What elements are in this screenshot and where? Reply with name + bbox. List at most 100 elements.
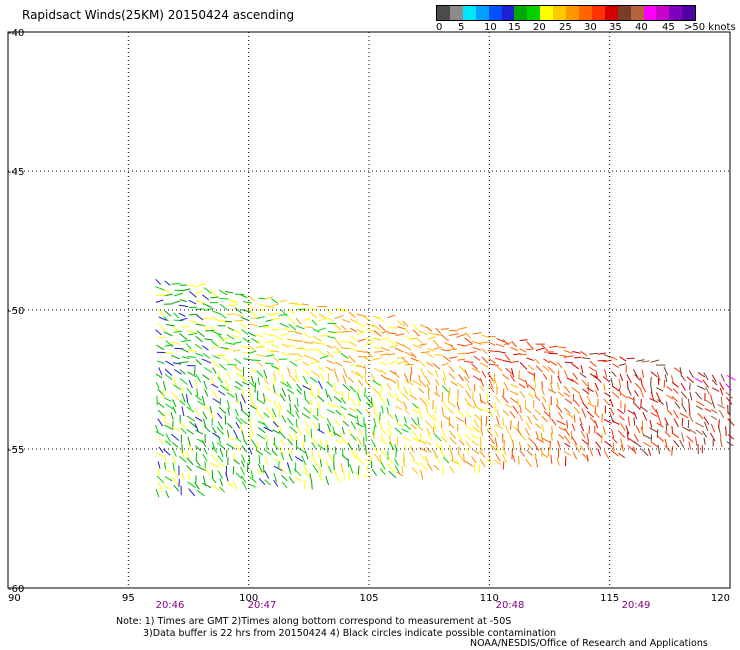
- wind-barb: [410, 417, 418, 426]
- wind-barb: [194, 445, 201, 452]
- wind-barb: [289, 360, 298, 367]
- wind-barb: [380, 433, 384, 441]
- wind-barb: [397, 360, 406, 365]
- wind-barb: [455, 333, 466, 338]
- legend-tick-label: 0: [436, 22, 443, 33]
- wind-barb: [189, 291, 197, 298]
- wind-barb: [364, 423, 367, 432]
- wind-barb: [495, 416, 500, 426]
- wind-barb: [202, 303, 212, 308]
- wind-barb: [294, 331, 303, 335]
- wind-barb: [726, 375, 736, 381]
- wind-barb: [502, 417, 505, 426]
- wind-barb: [164, 288, 171, 294]
- wind-barb: [356, 313, 366, 317]
- wind-barb: [220, 384, 229, 392]
- wind-barb: [388, 434, 392, 445]
- longitude-label: 95: [122, 593, 135, 604]
- wind-barb: [217, 376, 223, 384]
- wind-barb: [303, 479, 306, 490]
- wind-barb: [548, 411, 551, 420]
- wind-barb: [271, 365, 280, 370]
- wind-barb: [709, 432, 716, 442]
- wind-barb: [319, 438, 323, 446]
- wind-barb: [427, 336, 437, 340]
- wind-barb: [355, 449, 358, 459]
- wind-barb: [586, 454, 589, 462]
- wind-barb: [509, 374, 516, 382]
- wind-barb: [388, 392, 395, 400]
- wind-barb: [165, 360, 175, 367]
- wind-barb: [412, 408, 419, 414]
- wind-barb: [217, 435, 222, 444]
- wind-barb: [380, 346, 390, 352]
- wind-barb: [574, 443, 580, 453]
- wind-barb: [226, 422, 233, 429]
- wind-barb: [311, 319, 318, 326]
- wind-barb: [286, 409, 295, 418]
- wind-barb: [504, 425, 510, 435]
- wind-barb: [719, 387, 724, 396]
- wind-barb: [426, 353, 434, 358]
- wind-barb: [288, 467, 292, 475]
- wind-barb: [432, 339, 440, 348]
- wind-barb: [332, 426, 336, 436]
- wind-barb: [155, 329, 162, 336]
- wind-barb: [274, 335, 284, 341]
- wind-barb: [173, 485, 180, 492]
- wind-barb: [704, 408, 712, 413]
- wind-barb: [611, 385, 620, 392]
- wind-barb: [642, 442, 652, 448]
- wind-barb: [218, 370, 221, 380]
- wind-barb: [441, 385, 450, 393]
- wind-barb: [681, 403, 687, 413]
- wind-barb: [417, 425, 424, 431]
- wind-barb: [350, 398, 357, 407]
- wind-barb: [202, 453, 208, 462]
- wind-barb: [412, 344, 423, 349]
- wind-barb: [279, 446, 284, 456]
- wind-barb: [633, 433, 639, 443]
- wind-barb: [211, 441, 216, 450]
- wind-barb: [343, 471, 345, 480]
- wind-barb: [311, 357, 320, 363]
- wind-barb: [563, 450, 572, 456]
- wind-barb: [235, 437, 242, 443]
- wind-barb: [216, 442, 226, 450]
- wind-barb: [287, 417, 294, 426]
- wind-barb: [172, 477, 179, 486]
- wind-barb: [374, 453, 381, 463]
- wind-barb: [688, 428, 697, 435]
- wind-barb: [595, 369, 598, 378]
- wind-barb: [204, 425, 211, 433]
- wind-barb: [280, 381, 289, 388]
- wind-barb: [171, 354, 180, 360]
- wind-barb: [541, 402, 547, 411]
- wind-barb: [266, 441, 268, 451]
- wind-barb: [304, 326, 313, 329]
- wind-barb: [379, 468, 386, 475]
- wind-barb: [627, 416, 631, 426]
- legend-swatch: [591, 6, 605, 20]
- wind-barb: [187, 371, 197, 378]
- wind-barb: [380, 462, 386, 470]
- wind-barb: [342, 360, 352, 364]
- wind-barb: [157, 409, 165, 417]
- wind-barb: [582, 388, 590, 395]
- wind-barb: [280, 333, 288, 337]
- wind-barb: [349, 341, 357, 347]
- wind-barb: [387, 332, 397, 335]
- wind-barb: [380, 361, 387, 366]
- wind-barb: [155, 431, 165, 437]
- wind-barb: [155, 424, 159, 433]
- wind-barb: [464, 332, 472, 339]
- wind-barb: [366, 452, 373, 460]
- wind-barb: [441, 362, 449, 366]
- wind-barb: [403, 373, 409, 383]
- wind-barb: [303, 318, 311, 321]
- wind-barb: [448, 348, 458, 351]
- wind-barb: [671, 426, 674, 434]
- wind-barb: [502, 409, 509, 417]
- wind-barb: [649, 420, 653, 428]
- wind-barb: [164, 397, 172, 403]
